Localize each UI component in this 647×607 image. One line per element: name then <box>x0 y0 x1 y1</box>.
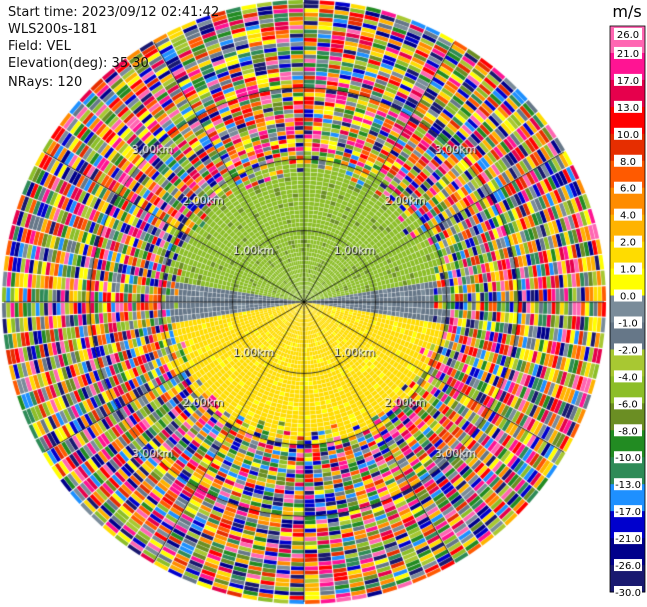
colorbar-tick-label: 13.0 <box>617 103 639 114</box>
colorbar-unit-label: m/s <box>612 2 641 21</box>
colorbar-tick-label: -17.0 <box>615 507 641 518</box>
colorbar-tick-bg <box>614 397 642 410</box>
colorbar-tick-bg <box>614 505 642 518</box>
colorbar-tick-bg <box>614 559 642 572</box>
elevation-label: Elevation(deg): 35.30 <box>8 56 149 71</box>
colorbar-tick-bg <box>614 532 642 545</box>
colorbar-tick-label: 8.0 <box>620 157 636 168</box>
colorbar-tick-label: -13.0 <box>615 480 641 491</box>
colorbar-tick-bg <box>614 46 642 59</box>
colorbar-tick-bg <box>614 235 642 248</box>
colorbar-tick-label: -6.0 <box>618 399 638 410</box>
colorbar-tick-label: 26.0 <box>617 30 639 41</box>
colorbar-tick-label: -4.0 <box>618 372 638 383</box>
scan-info-panel: Start time: 2023/09/12 02:41:42 WLS200s-… <box>8 4 219 91</box>
colorbar-tick-bg <box>614 586 642 598</box>
colorbar-tick-label: -2.0 <box>618 345 638 356</box>
colorbar-tick-label: 21.0 <box>617 49 639 60</box>
colorbar-tick-bg <box>614 100 642 113</box>
colorbar-tick-bg <box>614 181 642 194</box>
colorbar-tick-label: 10.0 <box>617 130 639 141</box>
colorbar-tick-bg <box>614 451 642 464</box>
colorbar-tick-label: 4.0 <box>620 211 636 222</box>
colorbar-tick-label: -10.0 <box>615 453 641 464</box>
start-time-label: Start time: 2023/09/12 02:41:42 <box>8 5 220 20</box>
colorbar-tick-bg <box>614 316 642 329</box>
colorbar-tick-label: -26.0 <box>615 561 641 572</box>
colorbar-tick-bg <box>614 28 642 40</box>
field-label: Field: VEL <box>8 39 71 54</box>
instrument-label: WLS200s-181 <box>8 22 98 37</box>
colorbar-tick-bg <box>614 370 642 383</box>
colorbar-tick-bg <box>614 478 642 491</box>
colorbar-tick-label: 0.0 <box>620 292 636 303</box>
colorbar-tick-label: 6.0 <box>620 184 636 195</box>
colorbar-tick-bg <box>614 262 642 275</box>
colorbar-tick-bg <box>614 208 642 221</box>
colorbar-tick-label: -1.0 <box>618 318 638 329</box>
colorbar-tick-label: -30.0 <box>615 588 641 599</box>
colorbar-tick-label: 17.0 <box>617 76 639 87</box>
colorbar-tick-bg <box>614 343 642 356</box>
colorbar-tick-bg <box>614 289 642 302</box>
nrays-label: NRays: 120 <box>8 75 83 90</box>
colorbar-tick-label: -8.0 <box>618 426 638 437</box>
colorbar-tick-label: 1.0 <box>620 265 636 276</box>
colorbar-tick-bg <box>614 424 642 437</box>
colorbar-tick-bg <box>614 154 642 167</box>
velocity-colorbar: m/s 26.0 21.0 17.0 13.0 10.0 8.0 6.0 4.0 2.0 1.0 0.… <box>609 2 646 599</box>
colorbar-tick-label: 2.0 <box>620 238 636 249</box>
colorbar-tick-bg <box>614 127 642 140</box>
colorbar-tick-label: -21.0 <box>615 534 641 545</box>
colorbar-tick-bg <box>614 73 642 86</box>
